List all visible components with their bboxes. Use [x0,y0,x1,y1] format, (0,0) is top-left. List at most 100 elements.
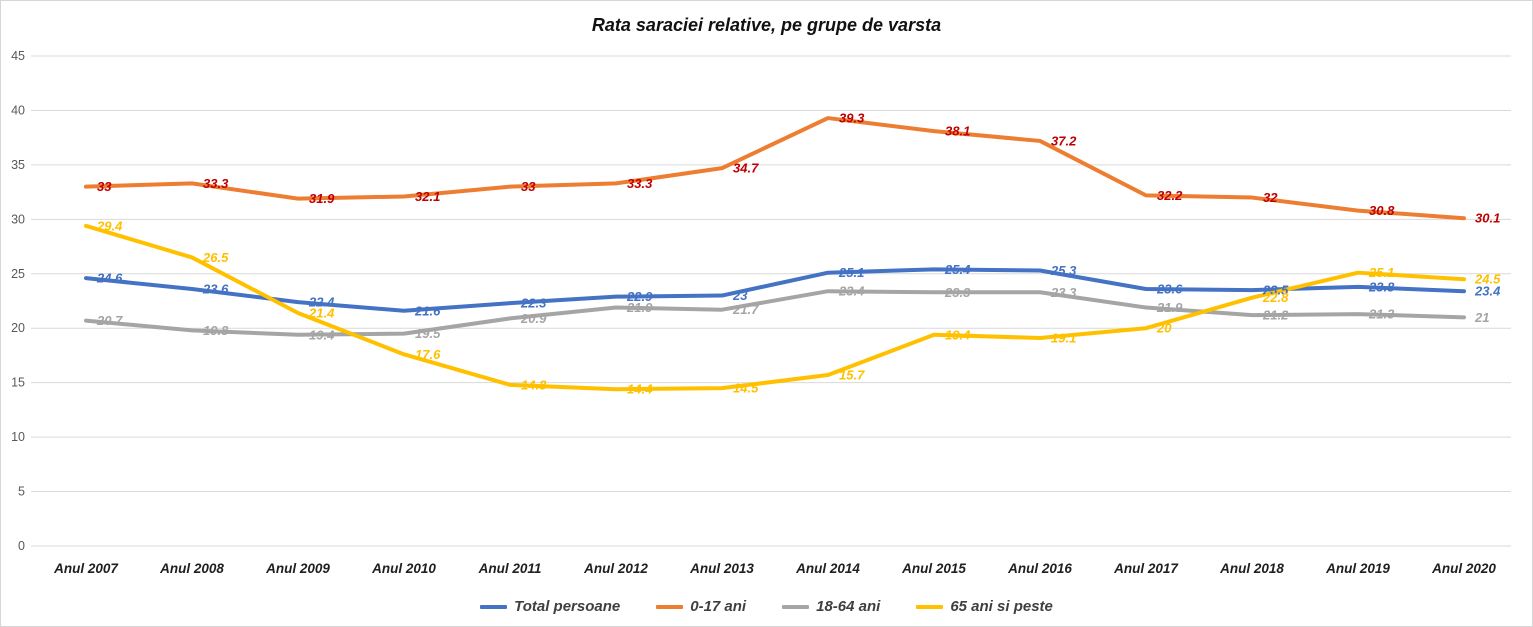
data-label: 19.5 [415,326,441,341]
legend-label: 0-17 ani [690,598,747,615]
data-label: 23.8 [1368,279,1395,294]
data-label: 21.9 [626,300,653,315]
x-axis-tick-label: Anul 2014 [795,561,860,576]
data-label: 23.6 [202,282,229,297]
data-label: 30.1 [1475,211,1500,226]
data-label: 25.1 [838,265,864,280]
data-label: 20.7 [96,313,123,328]
data-label: 23.4 [838,284,865,299]
legend-item-18-64-ani: 18-64 ani [782,598,880,615]
data-label: 22.4 [308,295,335,310]
x-axis-tick-label: Anul 2015 [901,561,966,576]
data-label: 33 [97,179,112,194]
y-axis-tick-label: 20 [11,321,25,335]
x-axis-tick-label: Anul 2012 [583,561,648,576]
data-label: 21.9 [1156,300,1183,315]
data-label: 21.7 [732,302,759,317]
data-label: 23.3 [1050,285,1077,300]
data-label: 19.8 [203,323,229,338]
data-label: 20 [1156,321,1172,336]
data-label: 39.3 [839,111,865,126]
data-label: 21.4 [308,305,335,320]
legend-swatch [480,604,508,609]
legend-label: 18-64 ani [816,598,881,615]
data-label: 31.9 [309,191,335,206]
data-label: 19.1 [1051,331,1076,346]
y-axis-tick-label: 15 [11,376,25,390]
series-line-65-ani-si-peste [84,223,1466,392]
y-axis-tick-label: 25 [11,267,25,281]
series-line-0-17-ani [84,116,1466,221]
data-label: 25.1 [1368,265,1394,280]
data-label: 23 [732,288,748,303]
data-label: 33 [521,179,536,194]
data-label: 14.8 [521,377,547,392]
data-label: 32.2 [1157,188,1183,203]
data-label: 23.4 [1474,284,1501,299]
legend-swatch [782,604,810,609]
legend-swatch [656,604,684,609]
data-label: 14.5 [733,381,759,396]
x-axis-tick-label: Anul 2018 [1219,561,1284,576]
x-axis-tick-label: Anul 2011 [478,561,542,576]
y-axis-tick-label: 5 [18,485,25,499]
data-label: 22.8 [1262,290,1289,305]
series-line-18-64-ani [84,289,1466,337]
data-label: 25.3 [1050,263,1077,278]
x-axis-tick-label: Anul 2007 [53,561,119,576]
data-label: 17.6 [415,347,441,362]
data-label: 38.1 [945,124,970,139]
data-label: 22.3 [520,296,547,311]
data-label: 24.5 [1474,272,1501,287]
data-label: 25.4 [944,262,971,277]
x-axis-tick-label: Anul 2013 [689,561,754,576]
data-label: 32 [1263,190,1278,205]
x-axis-tick-label: Anul 2008 [159,561,224,576]
x-axis-tick-label: Anul 2010 [371,561,436,576]
data-label: 21 [1474,310,1489,325]
y-axis-tick-label: 35 [11,158,25,172]
data-label: 21.2 [1262,308,1289,323]
data-label: 26.5 [202,250,229,265]
data-label: 22.9 [626,289,653,304]
legend-item-total-persoane: Total persoane [480,598,620,615]
data-label: 21.3 [1368,307,1395,322]
x-axis-tick-label: Anul 2020 [1431,561,1496,576]
data-label: 20.9 [520,311,547,326]
data-label: 33.3 [203,176,229,191]
x-axis-tick-label: Anul 2017 [1113,561,1179,576]
data-label: 29.4 [96,218,123,233]
data-label: 32.1 [415,189,440,204]
data-label: 24.6 [96,271,123,286]
data-label: 19.4 [309,327,335,342]
y-axis-tick-label: 0 [18,539,25,553]
data-label: 14.4 [627,382,653,397]
data-label: 30.8 [1369,203,1395,218]
data-label: 19.4 [945,327,971,342]
legend-label: 65 ani si peste [950,598,1053,615]
data-label: 37.2 [1051,133,1077,148]
legend-item-0-17-ani: 0-17 ani [656,598,746,615]
y-axis-tick-label: 40 [11,103,25,117]
chart-title: Rata saraciei relative, pe grupe de vars… [591,15,942,35]
data-label: 23.5 [1262,283,1289,298]
x-axis-tick-label: Anul 2019 [1325,561,1390,576]
y-axis-tick-label: 45 [11,49,25,63]
data-label: 34.7 [733,161,759,176]
x-axis-tick-label: Anul 2009 [265,561,330,576]
data-label: 21.6 [414,303,441,318]
series-line-total-persoane [84,267,1466,313]
legend-swatch [916,604,944,609]
data-label: 23.3 [944,285,971,300]
x-axis-tick-label: Anul 2016 [1007,561,1072,576]
data-label: 23.6 [1156,282,1183,297]
data-label: 33.3 [627,176,653,191]
y-axis-tick-label: 30 [11,212,25,226]
legend-item-65-ani-si-peste: 65 ani si peste [916,598,1053,615]
y-axis-tick-label: 10 [11,430,25,444]
data-label: 15.7 [839,368,865,383]
legend: Total persoane 0-17 ani 18-64 ani 65 ani si… [1,598,1532,615]
legend-label: Total persoane [514,598,621,615]
